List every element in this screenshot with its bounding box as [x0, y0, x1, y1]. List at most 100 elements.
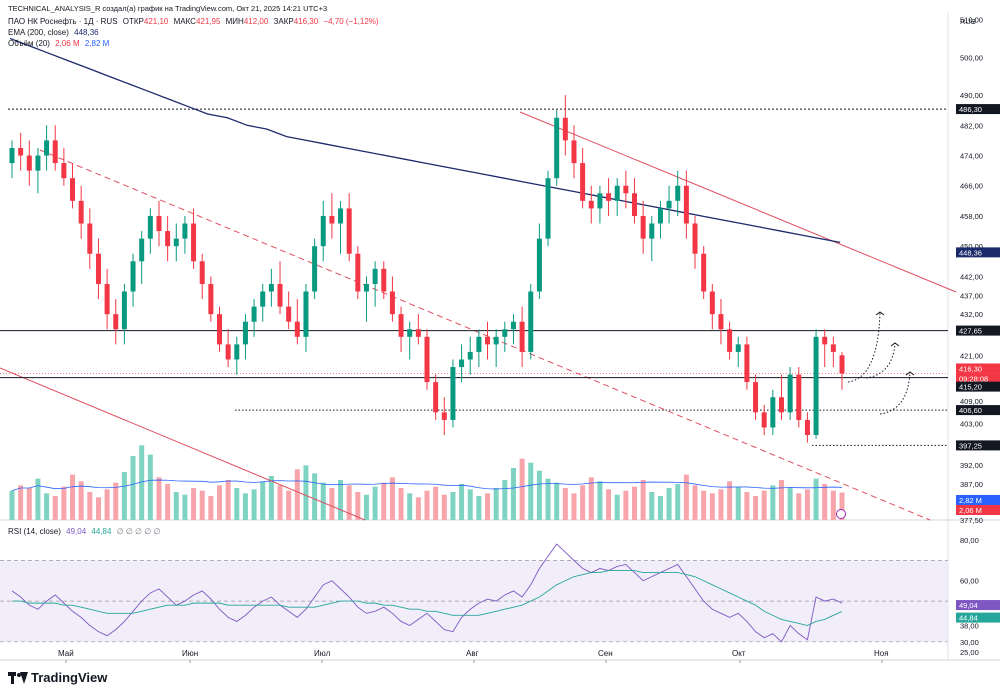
ema-label: EMA (200, close) [8, 28, 69, 37]
volume-bar [182, 494, 188, 520]
volume-bar [614, 494, 620, 520]
tradingview-logo[interactable]: TradingView [8, 670, 107, 685]
volume-bar [95, 497, 101, 520]
symbol-legend[interactable]: ПАО НК Роснефть · 1Д · RUS ОТКР421,10 МА… [8, 17, 382, 27]
candle-body [191, 223, 197, 262]
high-value: 421,95 [195, 17, 221, 26]
candle-body [787, 374, 793, 413]
candle-body [225, 344, 231, 360]
candle-body [614, 185, 620, 201]
volume-bar [312, 473, 318, 520]
candle-body [398, 314, 404, 337]
dashed-trendline [39, 149, 931, 521]
candle-body [502, 329, 508, 337]
volume-bar [528, 462, 534, 520]
price-label-box [956, 495, 1000, 505]
volume-bar [338, 480, 344, 520]
volume-bar [623, 490, 629, 520]
volume-bar [554, 482, 560, 520]
projection-arrowhead [890, 342, 900, 347]
volume-bar [303, 465, 309, 520]
volume-bar [139, 445, 145, 520]
volume-bar [580, 485, 586, 520]
candle-body [804, 419, 810, 436]
candle-body [104, 283, 110, 315]
volume-bar [415, 497, 421, 520]
volume-bar [113, 482, 119, 520]
volume-bar [87, 492, 93, 520]
price-tick-label: 500,00 [960, 53, 983, 62]
candle-body [830, 344, 836, 352]
candle-body [493, 336, 499, 345]
candle-body [320, 215, 326, 247]
price-label-box [956, 104, 1000, 115]
price-label-box [956, 440, 1000, 451]
volume-bar [545, 478, 551, 520]
volume-value: 2,06 M [55, 39, 80, 48]
candle-body [753, 382, 759, 413]
volume-bar [225, 480, 231, 520]
volume-bar [632, 486, 637, 520]
price-label-box [956, 405, 1000, 416]
volume-bar [476, 496, 482, 520]
candle-body [113, 314, 119, 330]
ema-legend[interactable]: EMA (200, close) 448,36 [8, 28, 102, 38]
price-label-text: 2,82 M [959, 496, 982, 505]
price-tick-label: 437,00 [960, 291, 983, 300]
price-tick-label: 403,00 [960, 420, 983, 429]
rsi-ma-line [12, 570, 843, 627]
volume-legend[interactable]: Объём (20) 2,06 M 2,82 M [8, 39, 112, 49]
candle-body [744, 344, 750, 383]
price-label-text: 486,30 [959, 105, 982, 114]
footer [0, 664, 1000, 694]
rsi-legend[interactable]: RSI (14, close) 49,04 44,84 ∅ ∅ ∅ ∅ ∅ [8, 527, 163, 537]
volume-bar [597, 481, 603, 520]
candle-body [649, 223, 655, 239]
volume-bar [744, 492, 750, 520]
volume-bar [683, 474, 689, 520]
volume-bar [727, 481, 733, 520]
rsi-label-box [956, 600, 1000, 611]
candle-body [389, 291, 395, 315]
candle-body [381, 268, 387, 292]
time-axis-label: Ноя [874, 649, 889, 658]
currency-label[interactable]: RUB [960, 17, 976, 26]
change-value: −4,70 (−1,12%) [323, 17, 379, 26]
volume-bar [822, 484, 828, 520]
volume-bar [536, 470, 542, 520]
candle-body [459, 359, 465, 368]
volume-bar [666, 488, 672, 520]
rsi-ma-value: 44,84 [91, 527, 112, 536]
candle-body [632, 193, 637, 216]
candle-body [761, 412, 767, 428]
chart-author-line: TECHNICAL_ANALYSIS_R создал(а) график на… [8, 4, 328, 13]
rsi-label-text: 44,84 [959, 614, 978, 623]
candle-body [778, 397, 784, 413]
price-tick-label: 482,00 [960, 121, 983, 130]
ema-200-line [9, 37, 841, 244]
upper-trendline [519, 111, 957, 293]
symbol-name: ПАО НК Роснефть · 1Д · RUS [8, 17, 118, 26]
rsi-value: 49,04 [66, 527, 87, 536]
volume-bar [709, 493, 715, 520]
candle-body [173, 238, 179, 247]
candle-body [234, 344, 240, 360]
time-axis-label: Июн [182, 649, 198, 658]
projection-arrow [847, 311, 881, 383]
price-label-text: 415,20 [959, 383, 982, 392]
volume-bar [606, 489, 612, 520]
candle-body [485, 336, 491, 345]
ema-value: 448,36 [74, 28, 99, 37]
volume-bar [493, 488, 499, 520]
candle-body [18, 147, 24, 156]
candle-body [303, 291, 309, 337]
candle-body [718, 314, 724, 330]
candle-body [26, 155, 32, 171]
candle-body [147, 215, 153, 239]
volume-bar [692, 485, 698, 520]
candle-body [363, 283, 369, 292]
price-label-box [956, 505, 1000, 515]
candle-body [623, 185, 629, 194]
volume-bar [18, 485, 24, 520]
